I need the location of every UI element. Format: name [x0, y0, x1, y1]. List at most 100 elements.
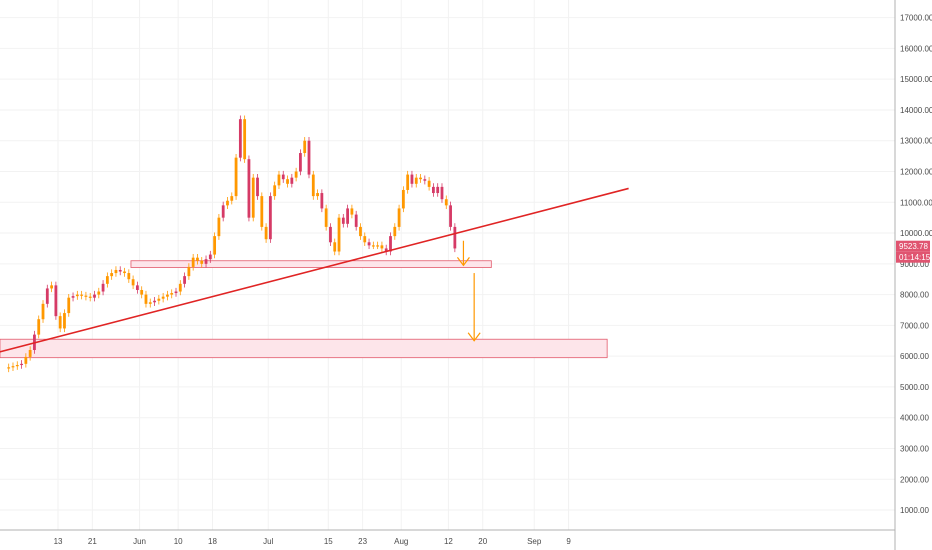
candle-body	[393, 226, 397, 237]
candle-body	[15, 364, 19, 367]
x-tick-label: Jul	[263, 537, 273, 546]
y-tick-label: 6000.00	[900, 352, 929, 361]
candle-body	[135, 285, 139, 290]
candle-body	[363, 236, 367, 243]
candle-body	[208, 254, 212, 260]
candle-body	[397, 208, 401, 227]
candle-body	[226, 200, 229, 206]
candle-body	[333, 242, 337, 252]
candle-body	[50, 285, 53, 289]
x-tick-label: 20	[478, 537, 487, 546]
candle-body	[174, 291, 178, 294]
candle-body	[384, 248, 388, 252]
candle-body	[161, 296, 165, 299]
x-tick-label: Jun	[133, 537, 146, 546]
candle-body	[127, 273, 131, 280]
y-tick-label: 15000.00	[900, 75, 932, 84]
candle-body	[170, 293, 174, 295]
candle-body	[80, 294, 84, 296]
candle-body	[204, 259, 208, 264]
candle-body	[414, 177, 418, 184]
y-tick-label: 2000.00	[900, 475, 929, 484]
trendline	[0, 187, 629, 353]
y-tick-label: 11000.00	[900, 198, 932, 207]
candle-body	[376, 245, 380, 247]
support-zones	[0, 260, 608, 359]
candle-body	[453, 226, 457, 249]
candle-body	[71, 296, 75, 298]
candle-body	[114, 269, 118, 274]
candle-body	[41, 303, 45, 320]
candle-body	[286, 179, 289, 184]
x-tick-label: 15	[324, 537, 333, 546]
candle-body	[260, 196, 264, 227]
x-tick-label: Aug	[394, 537, 408, 546]
x-tick-label: 18	[208, 537, 217, 546]
candle-body	[337, 217, 341, 252]
candle-body	[11, 366, 15, 368]
candle-body	[123, 271, 126, 274]
candle-body	[419, 177, 422, 180]
candle-body	[341, 217, 345, 224]
trendline-layer	[0, 187, 629, 353]
candle-body	[191, 257, 195, 267]
candle-body	[243, 119, 247, 160]
candle-body	[449, 205, 452, 227]
candle-body	[423, 179, 427, 181]
candle-body	[444, 199, 448, 206]
candle-body	[234, 157, 238, 197]
candle-body	[213, 236, 217, 255]
long-down-arrow-head	[467, 332, 481, 342]
candle-body	[316, 193, 319, 197]
candle-body	[432, 186, 435, 194]
x-tick-label: 21	[88, 537, 97, 546]
candle-body	[157, 298, 161, 301]
arrow-annotations	[456, 240, 481, 342]
y-tick-label: 5000.00	[900, 383, 929, 392]
candle-body	[200, 260, 204, 264]
candle-body	[20, 363, 23, 366]
candle-body	[24, 356, 28, 364]
candle-body	[346, 208, 350, 224]
candle-body	[63, 313, 66, 329]
x-axis-ticks: 13 21 Jun 10 18 Jul 15 23 Aug 12 20 Sep 9	[54, 537, 572, 546]
candle-body	[37, 319, 41, 335]
candle-body	[7, 367, 11, 369]
candle-body	[93, 294, 96, 298]
y-axis-ticks: 1000.00 2000.00 3000.00 4000.00 5000.00 6000.…	[900, 14, 932, 515]
candle-body	[178, 283, 182, 292]
candle-body	[238, 119, 242, 158]
candle-body	[58, 316, 62, 329]
candle-body	[183, 276, 186, 284]
candle-body	[406, 174, 410, 190]
y-tick-label: 1000.00	[900, 506, 929, 515]
y-tick-label: 12000.00	[900, 168, 932, 177]
y-tick-label: 3000.00	[900, 444, 929, 453]
candle-body	[380, 245, 384, 249]
candle-body	[105, 276, 109, 284]
candle-body	[131, 279, 135, 286]
y-tick-label: 8000.00	[900, 291, 929, 300]
candle-body	[217, 217, 221, 237]
candle-body	[187, 266, 191, 277]
x-tick-label: 23	[358, 537, 367, 546]
lower-support-zone	[0, 338, 608, 359]
x-tick-label: 12	[444, 537, 453, 546]
candle-body	[311, 174, 315, 197]
candle-body	[247, 159, 251, 218]
candle-body	[281, 174, 285, 180]
candle-body	[230, 196, 234, 201]
countdown-label: 01:14:15	[899, 253, 931, 262]
candle-body	[144, 294, 148, 304]
candle-body	[221, 205, 225, 218]
candle-body	[427, 180, 431, 187]
candle-body	[294, 171, 298, 178]
candle-body	[440, 186, 444, 200]
candle-body	[273, 185, 277, 197]
candle-body	[140, 289, 144, 295]
candle-body	[88, 296, 92, 298]
candle-body	[299, 153, 302, 172]
candle-body	[264, 226, 268, 240]
x-tick-label: Sep	[527, 537, 542, 546]
